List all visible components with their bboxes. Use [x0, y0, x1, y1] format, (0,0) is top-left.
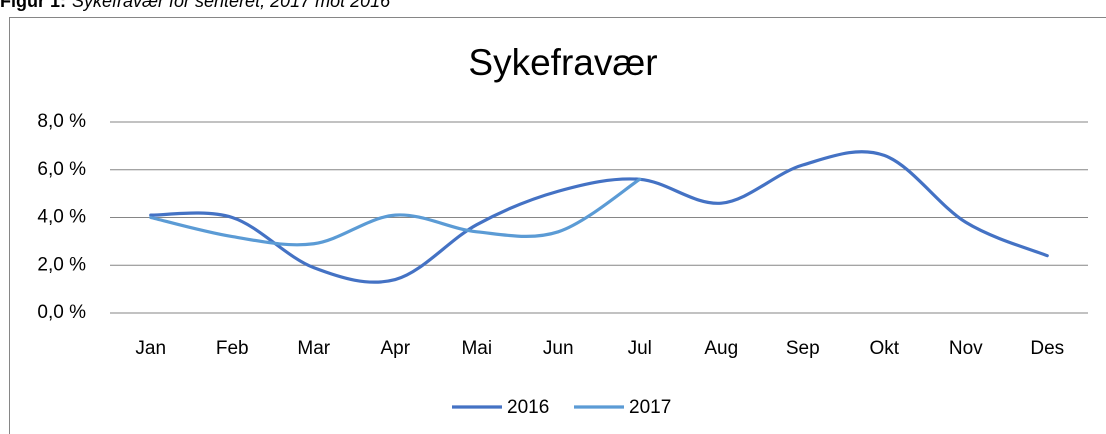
- y-tick-label: 8,0 %: [37, 111, 86, 132]
- x-tick-label: Nov: [949, 338, 983, 359]
- x-tick-label: Jan: [135, 338, 166, 359]
- x-tick-label: Mar: [297, 338, 330, 359]
- x-tick-label: Apr: [380, 338, 410, 359]
- series-line: [149, 177, 642, 247]
- chart-border: [9, 17, 1106, 434]
- x-tick-label: Feb: [216, 338, 249, 359]
- figure-caption: Sykefravær for senteret, 2017 mot 2016: [72, 0, 391, 11]
- figure-caption-label: Figur 1:: [0, 0, 66, 11]
- x-tick-label: Sep: [786, 338, 820, 359]
- x-tick-label: Des: [1030, 338, 1064, 359]
- y-tick-label: 6,0 %: [37, 159, 86, 180]
- x-tick-label: Aug: [704, 338, 738, 359]
- y-tick-label: 0,0 %: [37, 302, 86, 323]
- y-tick-label: 2,0 %: [37, 254, 86, 275]
- x-tick-label: Jul: [628, 338, 652, 359]
- series-line: [149, 150, 1049, 284]
- legend-label: 2017: [629, 397, 671, 418]
- y-tick-label: 4,0 %: [37, 207, 86, 228]
- x-tick-label: Okt: [869, 338, 899, 359]
- x-tick-label: Jun: [543, 338, 574, 359]
- legend-label: 2016: [507, 397, 549, 418]
- x-tick-label: Mai: [461, 338, 492, 359]
- chart-title: Sykefravær: [468, 42, 657, 83]
